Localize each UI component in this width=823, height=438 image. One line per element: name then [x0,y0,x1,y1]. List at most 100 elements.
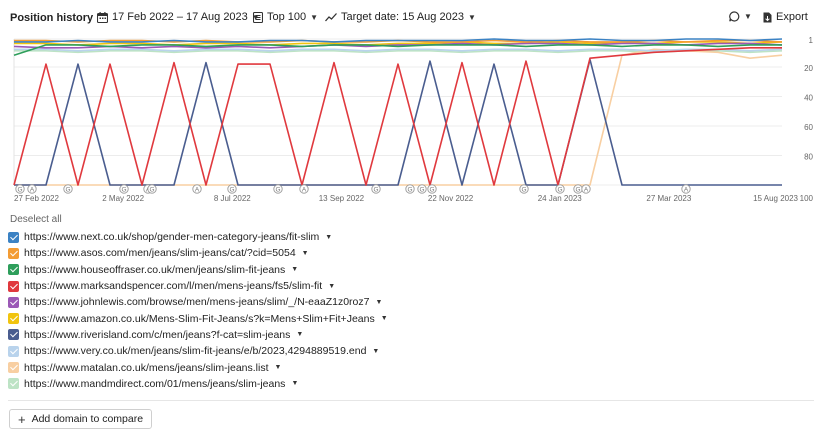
event-marker [405,184,415,194]
event-marker-label: G [419,187,424,194]
x-tick-label: 15 Aug 2023 [753,194,798,203]
comments-dropdown[interactable]: ▼ [729,11,752,22]
event-marker [371,184,381,194]
deselect-all-link[interactable]: Deselect all [10,214,62,225]
event-marker [519,184,529,194]
chevron-down-icon[interactable]: ▼ [274,364,282,372]
x-tick-label: 2 May 2022 [102,194,144,203]
series-checkbox[interactable] [8,329,19,341]
legend-item[interactable]: https://www.houseoffraser.co.uk/men/jean… [8,262,708,278]
trend-line-icon [325,13,337,22]
event-marker-label: G [429,187,434,194]
event-marker [417,184,427,194]
event-marker-label: G [275,187,280,194]
chevron-down-icon[interactable]: ▼ [375,298,383,306]
divider [8,400,814,401]
legend-item[interactable]: https://www.next.co.uk/shop/gender-men-c… [8,229,708,245]
series-checkbox[interactable] [8,280,19,292]
event-marker-label: A [30,187,35,194]
legend-item[interactable]: https://www.amazon.co.uk/Mens-Slim-Fit-J… [8,310,708,326]
series-checkbox[interactable] [8,264,19,276]
plus-icon: + [18,411,26,427]
series-checkbox[interactable] [8,247,19,259]
date-range-label: 17 Feb 2022 – 17 Aug 2023 [112,11,248,23]
export-button[interactable]: Export [763,11,808,23]
event-marker [681,184,691,194]
event-marker [427,184,437,194]
chart-svg: 120406080GAGGAGAGGAGGGGGGGAA27 Feb 20222… [13,36,814,203]
top-filter-dropdown[interactable]: Top 100 ▼ [253,11,318,23]
event-marker [227,184,237,194]
series-checkbox[interactable] [8,313,19,325]
x-tick-label: 13 Sep 2022 [319,194,365,203]
chevron-down-icon[interactable]: ▼ [328,282,336,290]
event-marker-label: G [65,187,70,194]
series-checkbox[interactable] [8,231,19,243]
series-checkbox[interactable] [8,345,19,357]
event-marker-label: G [373,187,378,194]
top-filter-label: Top 100 [267,11,307,23]
chevron-down-icon[interactable]: ▼ [296,331,304,339]
date-range-picker[interactable]: 17 Feb 2022 – 17 Aug 2023 ▼ [97,11,260,23]
page-title: Position history [10,12,94,24]
export-label: Export [776,11,808,23]
toolbar: Position history 17 Feb 2022 – 17 Aug 20… [0,0,823,36]
event-marker-label: A [195,187,200,194]
add-domain-button[interactable]: + Add domain to compare [9,409,153,429]
event-marker-label: G [229,187,234,194]
legend-item[interactable]: https://www.mandmdirect.com/01/mens/jean… [8,376,708,392]
series-checkbox[interactable] [8,296,19,308]
event-marker [299,184,309,194]
series-line [13,42,783,49]
series-checkbox[interactable] [8,378,19,390]
event-marker-label: G [521,187,526,194]
event-marker [63,184,73,194]
chevron-down-icon[interactable]: ▼ [325,233,333,241]
legend-item-label: https://www.asos.com/men/jeans/slim-jean… [24,247,296,260]
legend-item[interactable]: https://www.asos.com/men/jeans/slim-jean… [8,245,708,261]
chevron-down-icon[interactable]: ▼ [380,315,388,323]
legend-item-label: https://www.matalan.co.uk/mens/jeans/sli… [24,361,269,374]
chevron-down-icon[interactable]: ▼ [291,380,299,388]
legend-item-label: https://www.next.co.uk/shop/gender-men-c… [24,231,320,244]
series-line [14,48,783,186]
x-tick-label: 8 Jul 2022 [214,194,251,203]
chevron-down-icon: ▼ [744,12,752,21]
event-marker-label: G [149,187,154,194]
event-marker-label: A [684,187,689,194]
legend-item-label: https://www.very.co.uk/men/jeans/slim-fi… [24,345,367,358]
comment-icon [729,11,740,22]
y-tick-label: 60 [804,123,813,132]
event-marker-label: A [584,187,589,194]
x-tick-label: 27 Mar 2023 [646,194,691,203]
event-marker [27,184,37,194]
chevron-down-icon[interactable]: ▼ [372,347,380,355]
legend-item[interactable]: https://www.marksandspencer.com/l/men/me… [8,278,708,294]
export-icon [763,12,772,22]
chevron-down-icon[interactable]: ▼ [291,266,299,274]
target-date-dropdown[interactable]: Target date: 15 Aug 2023 ▼ [325,11,476,23]
series-line [13,44,782,56]
event-marker-label: G [121,187,126,194]
series-line [14,58,782,186]
event-marker-label: G [575,187,580,194]
legend-item-label: https://www.marksandspencer.com/l/men/me… [24,280,323,293]
x-tick-label: 24 Jan 2023 [538,194,583,203]
y-tick-label: 1 [809,36,814,45]
event-marker-label: G [557,187,562,194]
legend-item-label: https://www.riverisland.com/c/men/jeans?… [24,328,291,341]
series-line [14,38,783,43]
y-tick-label: 80 [804,153,813,162]
legend-item[interactable]: https://www.johnlewis.com/browse/men/men… [8,294,708,310]
list-icon [253,11,263,23]
event-marker-label: G [407,187,412,194]
chevron-down-icon[interactable]: ▼ [301,249,309,257]
event-marker [192,184,202,194]
legend-item[interactable]: https://www.riverisland.com/c/men/jeans?… [8,327,708,343]
series-line [14,48,783,52]
legend-item[interactable]: https://www.very.co.uk/men/jeans/slim-fi… [8,343,708,359]
x-tick-label: 22 Nov 2022 [428,194,474,203]
position-history-chart: 120406080GAGGAGAGGAGGGGGGGAA27 Feb 20222… [0,36,823,208]
series-checkbox[interactable] [8,362,19,374]
legend-item[interactable]: https://www.matalan.co.uk/mens/jeans/sli… [8,359,708,375]
